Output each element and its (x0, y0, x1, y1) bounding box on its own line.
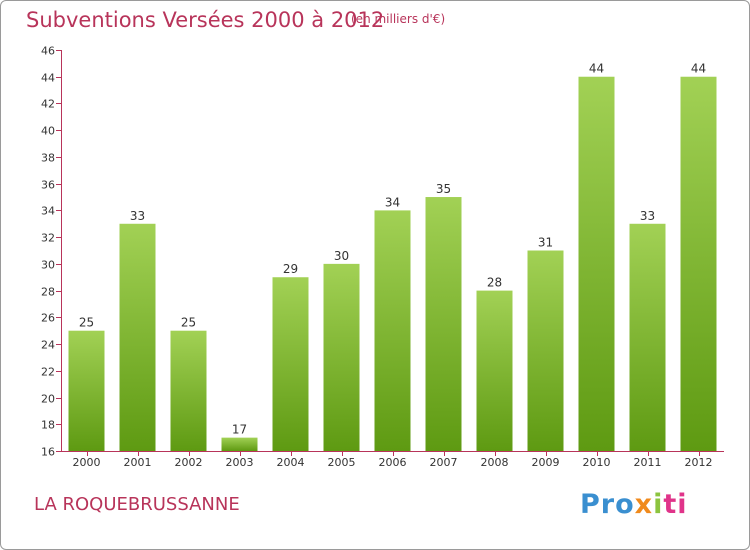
place-name: LA ROQUEBRUSSANNE (34, 494, 240, 515)
data-label-2005: 30 (334, 249, 349, 263)
data-label-2012: 44 (691, 62, 706, 76)
logo-part: i (653, 489, 664, 520)
logo-part: x (634, 489, 654, 520)
bar-2009 (527, 250, 564, 451)
data-label-2002: 25 (181, 316, 196, 330)
x-tick-label: 2007 (430, 456, 458, 469)
unit-note: (en milliers d'€) (351, 12, 446, 26)
data-label-2008: 28 (487, 276, 502, 290)
bar-2000 (68, 330, 105, 451)
x-tick-label: 2002 (175, 456, 203, 469)
chart-title: Subventions Versées 2000 à 2012 (26, 8, 385, 32)
x-tick-label: 2001 (124, 456, 152, 469)
x-tick-label: 2000 (73, 456, 101, 469)
data-label-2006: 34 (385, 195, 400, 209)
data-label-2010: 44 (589, 62, 604, 76)
bar-2006 (374, 210, 411, 451)
y-tick-label: 42 (41, 98, 55, 111)
x-tick-label: 2012 (685, 456, 713, 469)
y-tick-label: 18 (41, 419, 55, 432)
x-tick-label: 2010 (583, 456, 611, 469)
data-label-2000: 25 (79, 316, 94, 330)
bar-2003 (221, 437, 258, 451)
y-tick-label: 32 (41, 232, 55, 245)
data-label-2011: 33 (640, 209, 655, 223)
bars (68, 76, 717, 451)
y-tick-label: 16 (41, 446, 55, 459)
y-tick-label: 22 (41, 366, 55, 379)
y-tick-label: 38 (41, 152, 55, 165)
y-tick-label: 30 (41, 259, 55, 272)
y-tick-label: 36 (41, 179, 55, 192)
data-label-2004: 29 (283, 262, 298, 276)
x-tick-label: 2004 (277, 456, 305, 469)
y-tick-label: 34 (41, 205, 55, 218)
x-tick-label: 2008 (481, 456, 509, 469)
data-label-2001: 33 (130, 209, 145, 223)
x-tick-label: 2003 (226, 456, 254, 469)
y-tick-label: 28 (41, 286, 55, 299)
bar-2001 (119, 223, 156, 451)
data-label-2007: 35 (436, 182, 451, 196)
logo-part: ti (663, 489, 688, 520)
bar-2002 (170, 330, 207, 451)
bar-2005 (323, 263, 360, 451)
x-tick-label: 2009 (532, 456, 560, 469)
logo-part: Pro (580, 489, 635, 520)
bar-2010 (578, 76, 615, 451)
y-tick-label: 46 (41, 45, 55, 58)
axes: 16 18 20 22 24 26 28 30 32 34 36 38 40 42 44 46 2000 2001… (41, 45, 724, 469)
bar-2007 (425, 197, 462, 451)
bar-2012 (680, 76, 717, 451)
y-tick-label: 24 (41, 339, 55, 352)
x-tick-label: 2011 (634, 456, 662, 469)
y-tick-label: 20 (41, 393, 55, 406)
data-label-2009: 31 (538, 236, 553, 250)
bar-2011 (629, 223, 666, 451)
proxiti-logo: Proxiti (580, 489, 688, 520)
y-tick-label: 40 (41, 125, 55, 138)
y-tick-label: 44 (41, 72, 55, 85)
x-tick-label: 2006 (379, 456, 407, 469)
y-tick-label: 26 (41, 312, 55, 325)
x-tick-label: 2005 (328, 456, 356, 469)
bar-2004 (272, 277, 309, 451)
bar-2008 (476, 290, 513, 451)
data-labels: 25 33 25 17 29 30 34 35 28 31 44 33 44 (79, 62, 706, 437)
data-label-2003: 17 (232, 423, 247, 437)
